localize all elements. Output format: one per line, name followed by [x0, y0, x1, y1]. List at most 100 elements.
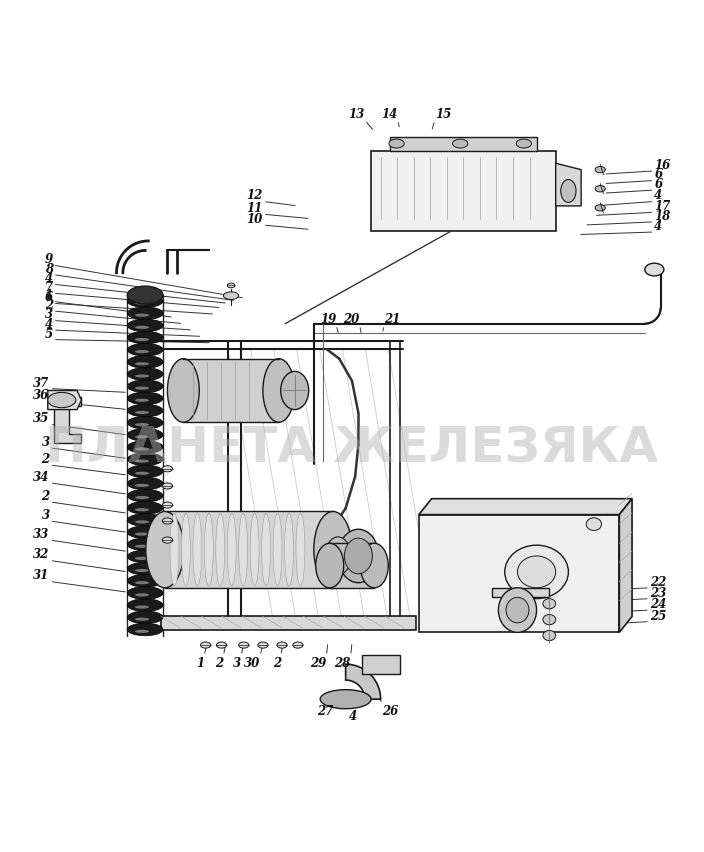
- Ellipse shape: [595, 167, 605, 174]
- Text: 3: 3: [45, 308, 53, 321]
- Ellipse shape: [595, 205, 605, 212]
- Ellipse shape: [163, 483, 172, 489]
- Polygon shape: [390, 137, 536, 152]
- Ellipse shape: [216, 642, 227, 648]
- Polygon shape: [419, 515, 620, 633]
- Polygon shape: [165, 512, 333, 588]
- Ellipse shape: [239, 642, 249, 648]
- Text: 22: 22: [650, 575, 666, 588]
- Text: 8: 8: [45, 262, 53, 275]
- Ellipse shape: [127, 332, 163, 344]
- Text: 2: 2: [42, 452, 50, 465]
- Ellipse shape: [135, 484, 149, 487]
- Text: 26: 26: [382, 705, 398, 717]
- Text: 11: 11: [246, 202, 263, 215]
- Ellipse shape: [293, 642, 303, 648]
- Ellipse shape: [135, 351, 149, 354]
- Text: 19: 19: [320, 313, 336, 325]
- Text: 33: 33: [33, 527, 50, 540]
- Text: 14: 14: [382, 108, 398, 121]
- Text: 13: 13: [348, 108, 365, 121]
- Ellipse shape: [135, 375, 149, 378]
- Polygon shape: [492, 588, 549, 597]
- Text: 21: 21: [384, 313, 400, 325]
- Polygon shape: [183, 360, 279, 423]
- Text: ПЛАНЕТА ЖЕЛЕЗЯКА: ПЛАНЕТА ЖЕЛЕЗЯКА: [46, 424, 658, 472]
- Ellipse shape: [453, 140, 468, 149]
- Ellipse shape: [505, 545, 568, 599]
- Ellipse shape: [277, 642, 287, 648]
- Ellipse shape: [338, 530, 379, 583]
- Polygon shape: [54, 397, 82, 444]
- Ellipse shape: [543, 599, 555, 609]
- Ellipse shape: [48, 393, 76, 408]
- Ellipse shape: [281, 372, 309, 410]
- Ellipse shape: [135, 314, 149, 318]
- Text: 17: 17: [654, 200, 671, 213]
- Ellipse shape: [127, 538, 163, 551]
- Ellipse shape: [315, 544, 344, 588]
- Ellipse shape: [127, 320, 163, 332]
- Text: 28: 28: [334, 656, 351, 669]
- Text: 16: 16: [654, 158, 671, 172]
- Ellipse shape: [127, 308, 163, 320]
- Ellipse shape: [127, 368, 163, 381]
- Ellipse shape: [163, 538, 172, 544]
- Text: 27: 27: [317, 705, 333, 717]
- Ellipse shape: [250, 514, 259, 586]
- Ellipse shape: [296, 514, 305, 586]
- Ellipse shape: [127, 417, 163, 429]
- Ellipse shape: [239, 514, 248, 586]
- Ellipse shape: [127, 599, 163, 612]
- Ellipse shape: [127, 296, 163, 308]
- Ellipse shape: [146, 512, 184, 588]
- Ellipse shape: [135, 363, 149, 366]
- Ellipse shape: [127, 405, 163, 417]
- Ellipse shape: [263, 360, 295, 423]
- Ellipse shape: [127, 393, 163, 406]
- Text: 4: 4: [349, 709, 357, 722]
- Ellipse shape: [127, 527, 163, 538]
- Text: 23: 23: [650, 586, 666, 599]
- Text: 10: 10: [246, 213, 263, 226]
- Ellipse shape: [127, 441, 163, 454]
- Polygon shape: [371, 152, 555, 232]
- Text: 6: 6: [45, 291, 53, 304]
- Ellipse shape: [344, 538, 372, 574]
- Ellipse shape: [135, 338, 149, 342]
- Ellipse shape: [216, 514, 225, 586]
- Text: 3: 3: [42, 509, 50, 521]
- Ellipse shape: [135, 412, 149, 415]
- Ellipse shape: [135, 594, 149, 596]
- Ellipse shape: [127, 611, 163, 624]
- Ellipse shape: [262, 514, 270, 586]
- Text: 2: 2: [45, 298, 53, 312]
- Text: 25: 25: [650, 609, 666, 622]
- Polygon shape: [329, 544, 375, 588]
- Ellipse shape: [498, 588, 536, 633]
- Ellipse shape: [227, 514, 236, 586]
- Text: 20: 20: [344, 313, 360, 325]
- Ellipse shape: [135, 435, 149, 439]
- Text: 24: 24: [650, 597, 666, 610]
- Ellipse shape: [127, 344, 163, 357]
- Text: 36: 36: [33, 389, 50, 402]
- Ellipse shape: [135, 326, 149, 330]
- Ellipse shape: [135, 472, 149, 475]
- Ellipse shape: [135, 630, 149, 633]
- Ellipse shape: [127, 550, 163, 563]
- Ellipse shape: [543, 630, 555, 641]
- Ellipse shape: [135, 423, 149, 427]
- Ellipse shape: [135, 497, 149, 499]
- Ellipse shape: [561, 181, 576, 203]
- Text: 6: 6: [654, 178, 662, 191]
- Text: 4: 4: [45, 272, 53, 285]
- Text: 35: 35: [33, 412, 50, 425]
- Ellipse shape: [135, 400, 149, 402]
- Ellipse shape: [127, 575, 163, 587]
- Ellipse shape: [135, 545, 149, 548]
- Text: 4: 4: [654, 220, 662, 233]
- Ellipse shape: [168, 360, 199, 423]
- Text: 31: 31: [33, 569, 50, 582]
- Text: 3: 3: [233, 656, 241, 669]
